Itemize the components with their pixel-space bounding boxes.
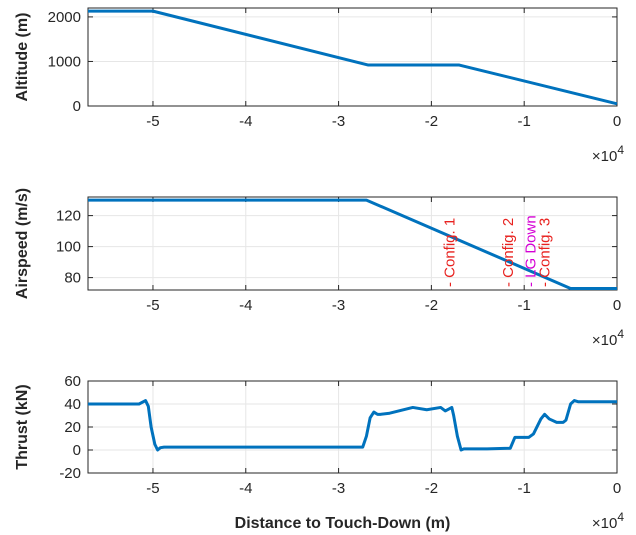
x-tick-label: -4	[239, 480, 252, 497]
series-line	[88, 9, 618, 106]
y-axis-label: Airspeed (m/s)	[14, 188, 31, 299]
x-multiplier: ×104	[592, 143, 624, 165]
x-tick-label: -3	[332, 480, 345, 497]
annotation-label: - Config. 3	[536, 218, 553, 287]
annotation-label: - Config. 1	[442, 218, 459, 287]
y-tick-label: 100	[56, 239, 81, 256]
x-multiplier: ×104	[592, 327, 624, 349]
y-tick-label: 0	[73, 442, 81, 459]
x-tick-label: -4	[239, 297, 252, 314]
annotation-label: - LG Down	[522, 215, 539, 287]
y-tick-label: 120	[56, 208, 81, 225]
series-line	[88, 198, 617, 290]
annotation-label: - Config. 2	[500, 218, 517, 287]
x-tick-label: -3	[332, 113, 345, 130]
x-tick-label: -3	[332, 297, 345, 314]
y-tick-label: 0	[73, 98, 81, 115]
y-tick-label: 2000	[48, 9, 81, 26]
x-tick-label: -5	[146, 297, 159, 314]
axes-box	[87, 196, 618, 291]
panel-1: -5 -4 -3 -2 -1 0 0 1000 2000 ×104 Altitude (m)	[14, 7, 624, 165]
y-tick-label: 20	[64, 419, 81, 436]
x-tick-label: -2	[425, 297, 438, 314]
y-tick-label: 1000	[48, 53, 81, 70]
x-tick-label: -1	[518, 113, 531, 130]
x-tick-label: 0	[613, 113, 621, 130]
y-tick-label: 80	[64, 270, 81, 287]
x-tick-label: 0	[613, 297, 621, 314]
y-tick-label: 60	[64, 373, 81, 390]
x-tick-label: -5	[146, 480, 159, 497]
x-tick-label: -2	[425, 113, 438, 130]
panel-3: -5 -4 -3 -2 -1 0 -20 0 20 40 60 ×104 Thrust (kN) Dist…	[14, 373, 624, 532]
x-multiplier-exponent: 4	[617, 510, 624, 524]
y-axis-label: Altitude (m)	[14, 13, 31, 102]
x-tick-label: -5	[146, 113, 159, 130]
x-tick-label: -1	[518, 480, 531, 497]
x-tick-label: -2	[425, 480, 438, 497]
y-tick-label: -20	[59, 465, 81, 482]
panel-2: -5 -4 -3 -2 -1 0 80 100 120 ×104 Airspeed (m/s) - C…	[14, 188, 624, 349]
y-tick-label: 40	[64, 396, 81, 413]
x-tick-label: -4	[239, 113, 252, 130]
x-axis-label: Distance to Touch-Down (m)	[235, 515, 451, 532]
x-multiplier-exponent: 4	[617, 327, 624, 341]
x-multiplier-exponent: 4	[617, 143, 624, 157]
x-multiplier: ×104	[592, 510, 624, 532]
y-axis-label: Thrust (kN)	[14, 384, 31, 469]
axes-box	[87, 7, 618, 107]
x-tick-label: -1	[518, 297, 531, 314]
x-tick-label: 0	[613, 480, 621, 497]
series-line	[88, 399, 617, 452]
